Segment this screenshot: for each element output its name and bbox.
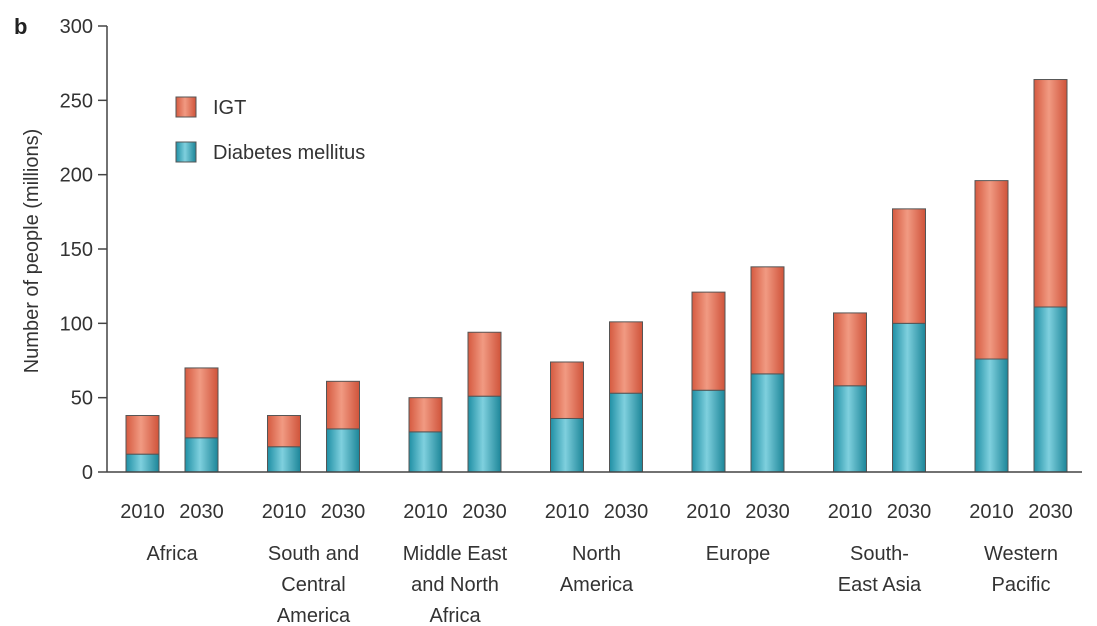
bar-diabetes-mellitus	[267, 446, 301, 473]
bar-igt	[326, 380, 360, 430]
x-year-label: 2010	[828, 501, 873, 523]
bar-igt	[184, 367, 219, 439]
x-year-label: 2010	[262, 501, 307, 523]
bar-diabetes-mellitus	[467, 395, 502, 473]
bar-igt	[408, 397, 443, 433]
bar-diabetes-mellitus	[691, 389, 726, 473]
x-year-label: 2030	[321, 501, 366, 523]
bar-diabetes-mellitus	[750, 373, 785, 473]
bar-diabetes-mellitus	[833, 385, 867, 473]
bar-igt	[609, 321, 643, 394]
x-region-label: America	[560, 574, 634, 596]
bar-diabetes-mellitus	[892, 322, 926, 473]
y-tick-label: 200	[60, 165, 93, 187]
bar-diabetes-mellitus	[550, 417, 584, 473]
bar-igt	[267, 415, 301, 448]
y-axis: 0 50 100 150 200 250 300 Number of people (mill…	[21, 16, 108, 484]
bars	[125, 79, 1068, 473]
x-year-label: 2030	[604, 501, 649, 523]
bar-igt	[833, 312, 867, 387]
bar-diabetes-mellitus	[974, 358, 1009, 473]
bar-igt	[125, 415, 160, 455]
bar-diabetes-mellitus	[326, 428, 360, 473]
x-region-label: South-	[850, 543, 909, 565]
x-region-label: Western	[984, 543, 1058, 565]
x-year-label: 2030	[745, 501, 790, 523]
x-region-label: Middle East	[403, 543, 508, 565]
x-year-label: 2030	[887, 501, 932, 523]
legend-label: Diabetes mellitus	[213, 142, 365, 164]
x-year-label: 2010	[969, 501, 1014, 523]
bar-igt	[550, 361, 584, 419]
bar-igt	[892, 208, 926, 324]
y-axis-title: Number of people (millions)	[21, 129, 43, 374]
x-region-label: and North	[411, 574, 499, 596]
panel-label: b	[14, 14, 27, 39]
legend-label: IGT	[213, 97, 246, 119]
bar-diabetes-mellitus	[1033, 306, 1068, 473]
x-year-label: 2010	[403, 501, 448, 523]
y-tick-label: 100	[60, 313, 93, 335]
x-region-label: North	[572, 543, 621, 565]
x-region-label: Central	[281, 574, 345, 596]
x-region-label: Africa	[429, 605, 481, 626]
y-tick-label: 250	[60, 90, 93, 112]
bar-igt	[750, 266, 785, 375]
x-region-label: Europe	[706, 543, 771, 565]
y-tick-label: 50	[71, 388, 93, 410]
x-region-label: Africa	[146, 543, 198, 565]
x-year-label: 2030	[462, 501, 507, 523]
bar-igt	[1033, 79, 1068, 308]
bar-diabetes-mellitus	[609, 392, 643, 473]
x-region-label: East Asia	[838, 574, 922, 596]
x-region-label: South and	[268, 543, 359, 565]
bar-igt	[467, 331, 502, 397]
x-year-label: 2010	[686, 501, 731, 523]
x-region-label: America	[277, 605, 351, 626]
bar-diabetes-mellitus	[184, 437, 219, 473]
x-year-label: 2030	[179, 501, 224, 523]
bar-igt	[974, 180, 1009, 360]
y-tick-label: 0	[82, 462, 93, 484]
bar-diabetes-mellitus	[408, 431, 443, 473]
bar-diabetes-mellitus	[125, 453, 160, 473]
legend-swatch	[175, 96, 197, 118]
y-tick-label: 150	[60, 239, 93, 261]
y-tick-label: 300	[60, 16, 93, 38]
bar-igt	[691, 291, 726, 391]
x-year-label: 2030	[1028, 501, 1073, 523]
x-region-label: Pacific	[992, 574, 1051, 596]
x-year-label: 2010	[120, 501, 165, 523]
x-axis: 2010 2030 Africa 2010 2030 South and Central Am…	[107, 471, 1082, 626]
legend-swatch	[175, 141, 197, 163]
x-year-label: 2010	[545, 501, 590, 523]
legend: IGT Diabetes mellitus	[175, 96, 365, 164]
